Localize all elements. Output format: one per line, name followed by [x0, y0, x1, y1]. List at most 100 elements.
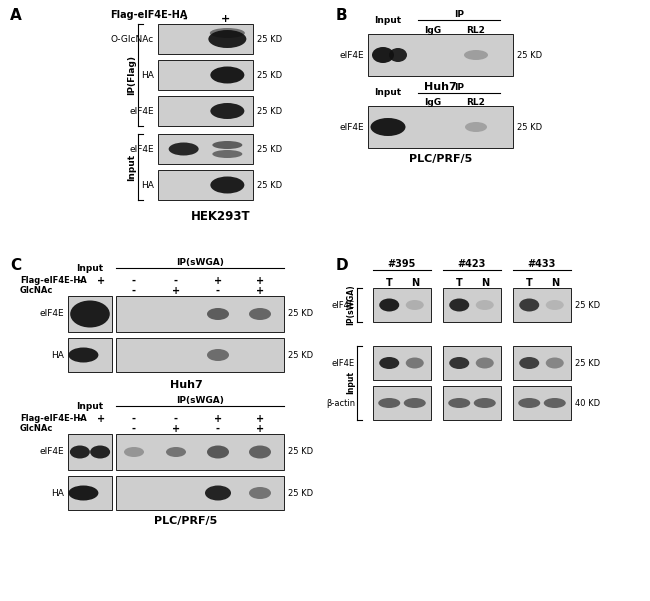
Bar: [373, 288, 431, 322]
Ellipse shape: [379, 299, 399, 311]
Text: A: A: [10, 8, 21, 23]
Text: IP(Flag): IP(Flag): [127, 55, 136, 95]
Text: Flag-eIF4E-HA: Flag-eIF4E-HA: [20, 276, 86, 285]
Text: O-GlcNAc: O-GlcNAc: [111, 34, 154, 43]
Ellipse shape: [211, 67, 244, 84]
Ellipse shape: [211, 103, 244, 119]
Text: IgG: IgG: [424, 26, 441, 35]
Text: 25 KD: 25 KD: [288, 350, 313, 359]
Text: PLC/PRF/5: PLC/PRF/5: [409, 154, 472, 164]
Text: +: +: [256, 286, 264, 296]
Text: eIF4E: eIF4E: [332, 359, 355, 367]
Text: eIF4E: eIF4E: [332, 300, 355, 310]
Ellipse shape: [210, 28, 245, 38]
Text: C: C: [10, 258, 21, 273]
Text: IP(sWGA): IP(sWGA): [346, 285, 355, 325]
Ellipse shape: [209, 30, 246, 48]
Bar: [116, 338, 284, 372]
Text: Input: Input: [374, 16, 402, 25]
Bar: [68, 296, 112, 332]
Text: -: -: [132, 424, 136, 434]
Ellipse shape: [249, 308, 271, 320]
Bar: [513, 346, 571, 380]
Ellipse shape: [168, 142, 199, 156]
Text: 25 KD: 25 KD: [575, 359, 600, 367]
Text: -: -: [132, 286, 136, 296]
Ellipse shape: [166, 447, 186, 457]
Text: #433: #433: [528, 259, 556, 269]
Ellipse shape: [213, 141, 242, 149]
Bar: [373, 386, 431, 420]
Text: eIF4E: eIF4E: [40, 310, 64, 319]
Text: IP: IP: [454, 10, 464, 19]
Text: -: -: [174, 414, 178, 424]
Bar: [116, 476, 284, 510]
Text: 25 KD: 25 KD: [257, 106, 282, 115]
Text: eIF4E: eIF4E: [339, 123, 364, 132]
Text: +: +: [214, 276, 222, 286]
Text: GlcNAc: GlcNAc: [20, 286, 53, 295]
Ellipse shape: [404, 398, 426, 408]
Ellipse shape: [370, 118, 406, 136]
Ellipse shape: [70, 445, 90, 459]
Ellipse shape: [207, 308, 229, 320]
Text: 25 KD: 25 KD: [575, 300, 600, 310]
Ellipse shape: [378, 398, 400, 408]
Text: Input: Input: [77, 264, 103, 273]
Text: HEK293T: HEK293T: [190, 210, 250, 223]
Text: RL2: RL2: [467, 98, 486, 107]
Text: 25 KD: 25 KD: [288, 310, 313, 319]
Text: T: T: [456, 278, 463, 288]
Text: Input: Input: [127, 153, 136, 180]
Text: -: -: [216, 286, 220, 296]
Ellipse shape: [449, 357, 469, 369]
Ellipse shape: [546, 300, 564, 310]
Ellipse shape: [448, 398, 470, 408]
Text: D: D: [336, 258, 348, 273]
Text: +: +: [172, 424, 180, 434]
Text: -: -: [183, 14, 187, 24]
Text: #423: #423: [458, 259, 486, 269]
Text: IgG: IgG: [424, 98, 441, 107]
Text: RL2: RL2: [467, 26, 486, 35]
Text: Flag-eIF4E-HA: Flag-eIF4E-HA: [110, 10, 187, 20]
Bar: [158, 134, 253, 164]
Text: GlcNAc: GlcNAc: [20, 424, 53, 433]
Text: T: T: [386, 278, 393, 288]
Text: -: -: [216, 424, 220, 434]
Text: IP(sWGA): IP(sWGA): [176, 258, 224, 267]
Ellipse shape: [406, 358, 424, 368]
Text: +: +: [97, 414, 105, 424]
Text: N: N: [481, 278, 489, 288]
Ellipse shape: [213, 150, 242, 158]
Text: Input: Input: [77, 402, 103, 411]
Ellipse shape: [90, 445, 110, 459]
Text: Input: Input: [374, 88, 402, 97]
Text: N: N: [411, 278, 419, 288]
Ellipse shape: [519, 299, 540, 311]
Ellipse shape: [389, 48, 407, 62]
Bar: [68, 338, 112, 372]
Bar: [443, 288, 501, 322]
Bar: [158, 60, 253, 90]
Text: 25 KD: 25 KD: [288, 489, 313, 498]
Text: HA: HA: [51, 489, 64, 498]
Bar: [443, 386, 501, 420]
Text: IP(sWGA): IP(sWGA): [176, 396, 224, 405]
Ellipse shape: [546, 358, 564, 368]
Text: IP: IP: [454, 83, 464, 92]
Text: PLC/PRF/5: PLC/PRF/5: [155, 516, 218, 526]
Text: +: +: [256, 276, 264, 286]
Text: -: -: [132, 414, 136, 424]
Ellipse shape: [372, 47, 394, 63]
Ellipse shape: [249, 487, 271, 499]
Ellipse shape: [207, 445, 229, 459]
Text: Flag-eIF4E-HA: Flag-eIF4E-HA: [20, 414, 86, 423]
Text: 25 KD: 25 KD: [288, 448, 313, 457]
Text: -: -: [77, 414, 81, 424]
Bar: [513, 288, 571, 322]
Text: #395: #395: [388, 259, 416, 269]
Text: +: +: [97, 276, 105, 286]
Text: HA: HA: [141, 70, 154, 79]
Text: -: -: [132, 276, 136, 286]
